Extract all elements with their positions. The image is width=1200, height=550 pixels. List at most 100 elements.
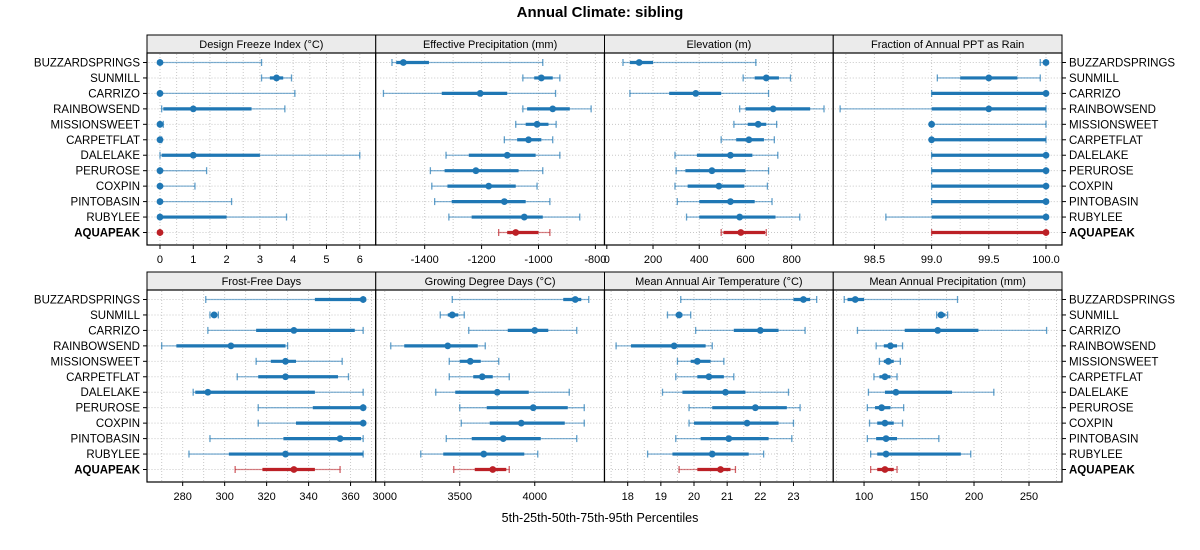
site-label-left-buzzardsprings: BUZZARDSPRINGS xyxy=(34,58,140,70)
panel-fraction-ppt-as-rain: Fraction of Annual PPT as Rain 98.5 99.0 99… xyxy=(832,34,1063,266)
median-dot xyxy=(359,419,367,427)
site-label-left-sunmill: SUNMILL xyxy=(90,73,140,85)
axis-tick-label: 360 xyxy=(341,491,359,503)
series-buzzardsprings xyxy=(205,296,367,303)
median-dot xyxy=(476,90,484,97)
median-dot xyxy=(708,167,716,175)
axis-tick-label: 1 xyxy=(190,254,196,266)
median-dot xyxy=(537,74,545,82)
median-dot xyxy=(887,342,894,350)
median-dot xyxy=(743,419,751,427)
site-label-right-pintobasin: PINTOBASIN xyxy=(1069,434,1138,446)
median-dot xyxy=(466,357,474,365)
median-dot xyxy=(290,466,298,473)
site-label-right-perurose: PERUROSE xyxy=(1069,403,1134,415)
panel-background xyxy=(147,290,376,482)
series-rainbowsend xyxy=(839,105,1047,113)
site-label-right-rainbowsend: RAINBOWSEND xyxy=(1069,341,1156,353)
series-sunmill xyxy=(260,74,293,82)
series-rubylee xyxy=(885,213,1050,221)
site-label-left-missionsweet: MISSIONSWEET xyxy=(51,356,140,368)
axis-tick-label: 99.5 xyxy=(978,254,999,266)
median-dot xyxy=(1042,90,1050,97)
median-dot xyxy=(359,296,367,303)
panel-strip-title: Growing Degree Days (°C) xyxy=(425,276,556,288)
axis-tick-label: 200 xyxy=(965,491,983,503)
site-label-right-sunmill: SUNMILL xyxy=(1069,73,1119,85)
site-label-left-carpetflat: CARPETFLAT xyxy=(66,135,140,147)
series-carpetflat xyxy=(675,373,735,381)
series-rubylee xyxy=(869,450,972,458)
site-label-left-dalelake: DALELAKE xyxy=(81,150,141,162)
site-label-left-pintobasin: PINTOBASIN xyxy=(71,434,140,446)
median-dot xyxy=(693,357,701,365)
median-dot xyxy=(881,466,889,473)
panel-background xyxy=(375,290,605,482)
series-carrizo xyxy=(629,89,770,97)
series-missionsweet xyxy=(733,120,778,128)
median-dot xyxy=(359,404,367,412)
site-label-right-coxpin: COXPIN xyxy=(1069,418,1113,430)
median-dot xyxy=(156,90,164,97)
series-aquapeak xyxy=(720,229,767,236)
axis-tick-label: 19 xyxy=(655,491,667,503)
site-label-left-pintobasin: PINTOBASIN xyxy=(71,197,140,209)
site-label-left-perurose: PERUROSE xyxy=(75,166,140,178)
panel-background xyxy=(147,53,376,245)
median-dot xyxy=(1042,198,1050,205)
series-missionsweet xyxy=(255,357,343,365)
series-coxpin xyxy=(156,182,196,190)
median-dot xyxy=(156,59,164,66)
median-dot xyxy=(489,466,497,473)
site-label-right-aquapeak: AQUAPEAK xyxy=(1069,228,1136,240)
series-buzzardsprings xyxy=(451,296,590,303)
series-perurose xyxy=(675,167,770,175)
axis-tick-label: -1000 xyxy=(524,254,552,266)
site-label-right-missionsweet: MISSIONSWEET xyxy=(1069,356,1158,368)
panel-strip-title: Mean Annual Precipitation (mm) xyxy=(869,276,1026,288)
panel-background xyxy=(833,53,1062,245)
median-dot xyxy=(928,120,936,128)
panel-elevation: Elevation (m) 0 200 400 600 800 xyxy=(604,34,834,266)
median-dot xyxy=(156,213,164,221)
site-label-left-sunmill: SUNMILL xyxy=(90,310,140,322)
series-pintobasin xyxy=(445,435,578,443)
series-aquapeak xyxy=(930,229,1050,236)
median-dot xyxy=(210,311,218,319)
panel-border xyxy=(832,52,1063,246)
site-label-right-rubylee: RUBYLEE xyxy=(1069,212,1123,224)
axis-tick-label: 2 xyxy=(224,254,230,266)
panel-growing-degree-days: Growing Degree Days (°C) 3000 3500 4000 xyxy=(373,271,606,503)
median-dot xyxy=(520,213,528,221)
median-dot xyxy=(717,466,724,473)
panel-border xyxy=(832,289,1063,483)
series-rainbowsend xyxy=(161,342,289,350)
series-sunmill xyxy=(936,74,1041,82)
chart-title: Annual Climate: sibling xyxy=(516,4,684,21)
median-dot xyxy=(531,327,539,334)
series-aquapeak xyxy=(869,466,898,473)
panel-background xyxy=(375,53,605,245)
median-dot xyxy=(399,59,407,66)
series-carpetflat xyxy=(448,373,510,381)
series-dalelake xyxy=(661,388,790,396)
series-pintobasin xyxy=(675,435,793,443)
site-label-right-perurose: PERUROSE xyxy=(1069,166,1134,178)
median-dot xyxy=(472,167,480,175)
axis-tick-label: 150 xyxy=(910,491,928,503)
panel-mean-annual-precipitation: Mean Annual Precipitation (mm) 100 150 200 2… xyxy=(832,271,1063,503)
site-label-left-carrizo: CARRIZO xyxy=(88,325,140,337)
series-coxpin xyxy=(257,419,367,427)
median-dot xyxy=(934,327,942,334)
site-label-left-rubylee: RUBYLEE xyxy=(86,449,140,461)
site-label-left-dalelake: DALELAKE xyxy=(81,387,141,399)
series-perurose xyxy=(257,404,367,412)
median-dot xyxy=(882,435,890,442)
site-label-right-rainbowsend: RAINBOWSEND xyxy=(1069,104,1156,116)
median-dot xyxy=(892,388,900,396)
series-coxpin xyxy=(688,419,795,427)
median-dot xyxy=(692,90,700,97)
median-dot xyxy=(1042,59,1050,66)
site-label-right-carrizo: CARRIZO xyxy=(1069,88,1121,100)
median-dot xyxy=(727,151,734,159)
